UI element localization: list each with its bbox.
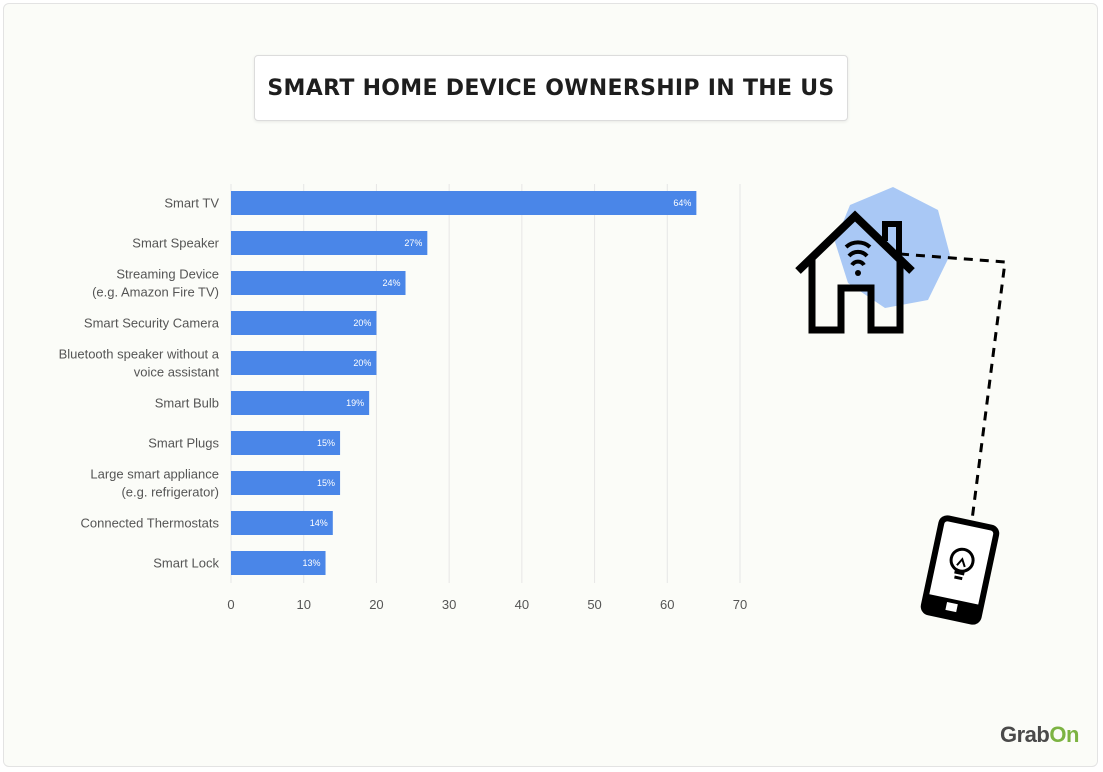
bar [231,191,697,215]
chart-card [3,3,1098,767]
title-box: SMART HOME DEVICE OWNERSHIP IN THE US [254,55,848,121]
bars: 64% 27% 24% 20% 20% 19% 15% 15% 14% 13% [231,191,697,575]
bar-data-label: 64% [673,198,691,208]
bar [231,511,333,535]
category-label: Bluetooth speaker without a voice assista… [59,347,220,380]
bar [231,431,341,455]
grabon-logo: GrabOn [1000,722,1079,747]
bar-data-label: 27% [404,238,422,248]
bar-data-label: 19% [346,398,364,408]
x-tick-label: 30 [442,597,456,612]
bar-data-label: 24% [382,278,400,288]
bar-data-label: 15% [317,438,335,448]
category-label: Smart Security Camera [84,316,220,331]
x-axis-ticks: 0 10 20 30 40 50 60 70 [227,597,747,612]
category-label: Streaming Device (e.g. Amazon Fire TV) [92,267,219,300]
smart-home-wifi-icon [795,210,915,334]
category-labels: Smart TV Smart Speaker Streaming Device (e.… [59,196,220,571]
category-label: Smart Speaker [132,236,219,251]
category-label: Smart Plugs [148,436,219,451]
x-tick-label: 40 [515,597,529,612]
category-label: Smart Bulb [155,396,219,411]
category-label: Smart Lock [153,556,219,571]
x-tick-label: 0 [227,597,234,612]
x-tick-label: 20 [369,597,383,612]
bar [231,351,377,375]
chart-title: SMART HOME DEVICE OWNERSHIP IN THE US [267,75,835,101]
category-label: Smart TV [164,196,219,211]
bar-data-label: 20% [353,358,371,368]
bar [231,391,370,415]
bar [231,231,428,255]
x-tick-label: 60 [660,597,674,612]
x-tick-label: 70 [733,597,747,612]
bar [231,551,326,575]
smartphone-lightbulb-icon [920,515,1000,625]
bar-data-label: 13% [303,558,321,568]
bar-data-label: 20% [353,318,371,328]
bar-data-label: 15% [317,478,335,488]
category-label: Large smart appliance (e.g. refrigerator) [90,467,219,500]
illustration [795,187,1007,625]
category-label: Connected Thermostats [81,516,220,531]
bar [231,311,377,335]
x-tick-label: 50 [587,597,601,612]
bar [231,271,406,295]
dashed-connector [899,252,1007,521]
bar-data-label: 14% [310,518,328,528]
bar [231,471,341,495]
x-tick-label: 10 [296,597,310,612]
